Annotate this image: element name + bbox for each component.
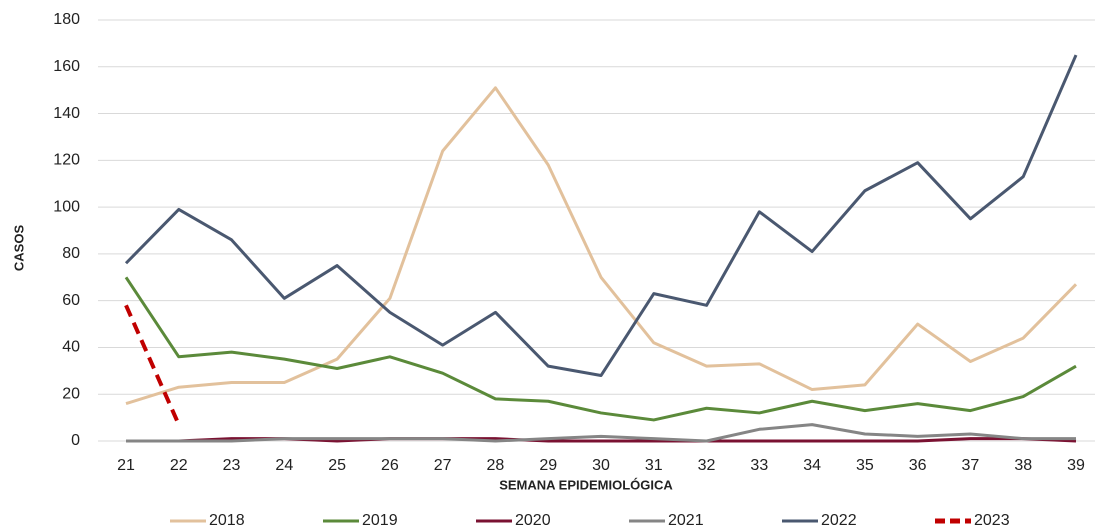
series-line (125, 86, 1078, 406)
legend-label: 2019 (362, 512, 398, 529)
y-tick-label: 60 (62, 292, 80, 309)
y-tick-label: 180 (53, 11, 80, 28)
x-axis-label: SEMANA EPIDEMIOLÓGICA (499, 477, 673, 492)
x-tick-label: 39 (1067, 457, 1085, 474)
legend-label: 2021 (668, 512, 704, 529)
series-line (124, 304, 181, 426)
legend-label: 2022 (821, 512, 857, 529)
x-tick-label: 27 (434, 457, 452, 474)
y-tick-label: 120 (53, 152, 80, 169)
x-tick-label: 24 (275, 457, 293, 474)
x-tick-label: 34 (803, 457, 821, 474)
x-tick-label: 30 (592, 457, 610, 474)
series-line (124, 276, 1077, 422)
series-line (124, 54, 1078, 378)
x-tick-label: 31 (645, 457, 663, 474)
x-tick-label: 29 (539, 457, 557, 474)
x-tick-label: 21 (117, 457, 135, 474)
legend-label: 2023 (974, 512, 1010, 529)
y-axis-label: CASOS (11, 225, 26, 272)
y-tick-label: 160 (53, 58, 80, 75)
x-tick-label: 37 (962, 457, 980, 474)
x-tick-label: 33 (750, 457, 768, 474)
x-tick-label: 35 (856, 457, 874, 474)
x-tick-label: 23 (223, 457, 241, 474)
y-tick-label: 100 (53, 198, 80, 215)
x-tick-label: 36 (909, 457, 927, 474)
y-tick-label: 140 (53, 105, 80, 122)
y-tick-label: 40 (62, 339, 80, 356)
y-tick-label: 80 (62, 245, 80, 262)
x-tick-label: 25 (328, 457, 346, 474)
x-tick-label: 38 (1014, 457, 1032, 474)
x-tick-label: 26 (381, 457, 399, 474)
x-tick-label: 22 (170, 457, 188, 474)
y-tick-label: 20 (62, 385, 80, 402)
x-tick-label: 28 (487, 457, 505, 474)
y-tick-label: 0 (71, 432, 80, 449)
legend-label: 2020 (515, 512, 551, 529)
x-tick-label: 32 (698, 457, 716, 474)
legend-label: 2018 (209, 512, 245, 529)
series-line (126, 423, 1076, 443)
